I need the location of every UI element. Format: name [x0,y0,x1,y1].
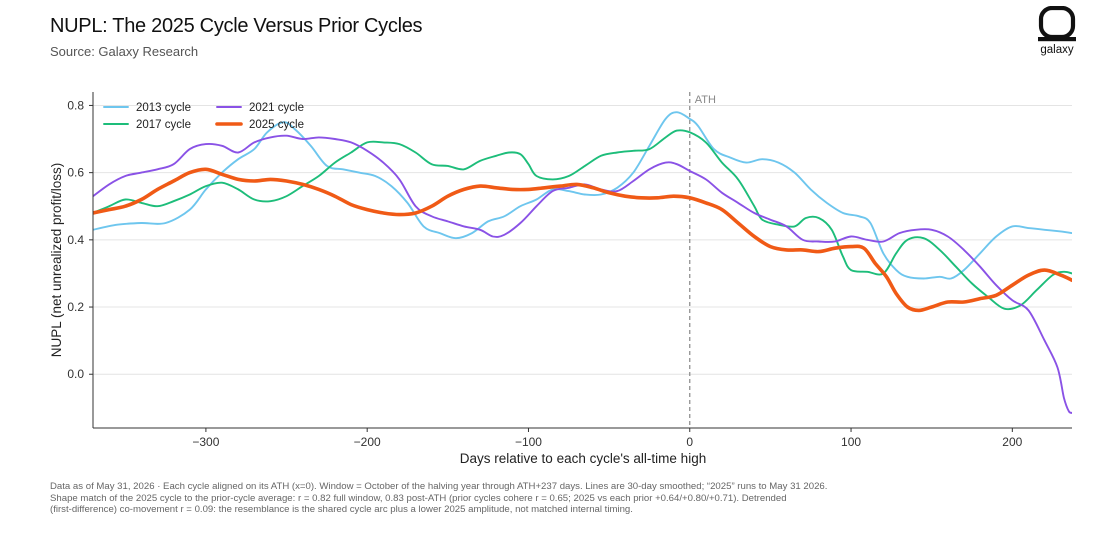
axes: 0.0 0.2 0.4 0.6 0.8 −300 −200 −100 0 100 200 [67,92,1072,449]
footnote: Data as of May 31, 2026 · Each cycle ali… [50,481,1080,516]
y-tick-label: 0.8 [67,98,84,112]
series-line-2021-cycle [93,134,1072,414]
legend-item-2013-cycle: 2013 cycle [103,102,191,114]
series-line-2025-cycle [93,167,1072,313]
x-axis-label: Days relative to each cycle's all-time h… [460,451,706,466]
legend-item-2025-cycle: 2025 cycle [215,119,304,131]
x-tick-label: −300 [192,435,219,449]
x-tick-label: 0 [686,435,693,449]
footnote-line: Data as of May 31, 2026 · Each cycle ali… [50,481,828,492]
series-lines [93,111,1072,414]
y-tick-label: 0.2 [67,300,84,314]
x-tick-label: 200 [1002,435,1022,449]
legend-label: 2013 cycle [136,102,191,114]
x-tick-label: 100 [841,435,861,449]
y-tick-label: 0.0 [67,367,84,381]
galaxy-logo-icon [1038,6,1076,42]
y-axis-label: NUPL (net unrealized profit/loss) [49,163,64,358]
legend-item-2017-cycle: 2017 cycle [103,119,191,131]
legend-label: 2025 cycle [249,119,304,131]
legend-item-2021-cycle: 2021 cycle [216,102,304,114]
legend-label: 2021 cycle [249,102,304,114]
legend: 2013 cycle 2017 cycle 2021 cycle 2025 cycle [103,102,304,131]
gridlines: ATH [93,92,1072,428]
chart-title: NUPL: The 2025 Cycle Versus Prior Cycles [50,15,423,37]
y-tick-label: 0.4 [67,233,84,247]
chart-subtitle: Source: Galaxy Research [50,44,199,59]
galaxy-logo-text: galaxy [1040,44,1074,56]
x-tick-label: −100 [515,435,542,449]
series-line-2013-cycle [93,111,1072,280]
legend-label: 2017 cycle [136,119,191,131]
footnote-line: Shape match of the 2025 cycle to the pri… [50,492,787,504]
y-tick-label: 0.6 [67,166,84,180]
series-line-2017-cycle [93,129,1072,311]
footnote-line: (first-difference) co-movement r = 0.09:… [50,504,633,515]
x-tick-label: −200 [354,435,381,449]
ath-annotation-label: ATH [695,94,716,106]
